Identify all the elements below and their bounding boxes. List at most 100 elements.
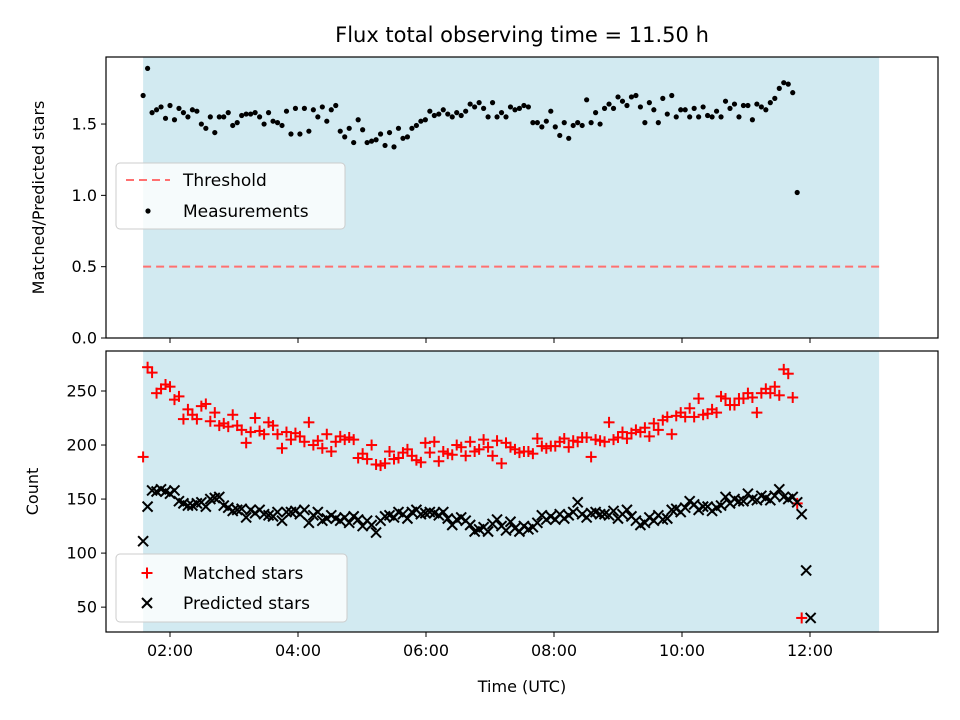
matched-star-point [316, 442, 328, 454]
count-y-tick-label: 50 [77, 598, 97, 617]
matched-star-point [711, 407, 723, 419]
predicted-star-points [137, 483, 817, 624]
count-x-tick-label: 08:00 [531, 641, 577, 660]
matched-star-point [482, 441, 494, 453]
measurement-point [575, 120, 581, 126]
measurement-point [431, 112, 437, 119]
matched-star-point [491, 435, 503, 447]
measurement-point [548, 108, 554, 114]
matched-star-point [280, 426, 292, 438]
matched-star-point [276, 442, 288, 454]
measurement-point [158, 104, 164, 110]
predicted-star-point [769, 490, 781, 502]
predicted-star-point [773, 483, 785, 496]
matched-star-point [433, 455, 445, 467]
measurement-point [525, 104, 532, 110]
matched-star-point [648, 417, 660, 429]
measurement-point [489, 100, 496, 106]
legend-measurements-label: Measurements [183, 202, 309, 222]
ratio-y-tick-label: 1.5 [72, 115, 97, 134]
matched-star-point [693, 393, 705, 405]
matched-star-point [585, 451, 597, 463]
matched-star-point [366, 439, 378, 451]
measurement-point [642, 120, 648, 126]
matched-star-point [603, 416, 615, 428]
measurement-point [445, 111, 451, 117]
measurement-point [261, 121, 267, 127]
measurement-point [180, 110, 187, 116]
measurement-point [274, 120, 281, 126]
measurement-point [333, 102, 339, 109]
matched-star-point [751, 407, 763, 419]
matched-star-point [616, 426, 628, 438]
measurement-point [212, 129, 218, 136]
matched-star-point [639, 422, 651, 434]
ratio-panel: 0.0 0.5 1.0 1.5 Matched/Predicted stars Thr… [29, 56, 939, 348]
measurement-point [588, 120, 594, 126]
predicted-star-point [800, 564, 812, 577]
measurement-point [153, 107, 160, 113]
measurement-points [140, 65, 800, 196]
matched-star-point [227, 409, 239, 421]
measurement-point [561, 120, 567, 126]
matched-star-point [164, 381, 176, 393]
predicted-star-point [697, 500, 709, 513]
measurement-point [651, 107, 657, 113]
matched-star-point [419, 437, 431, 449]
predicted-star-point [137, 535, 149, 547]
measurement-point [207, 114, 213, 120]
predicted-star-point [312, 506, 324, 518]
matched-star-point [464, 436, 476, 448]
measurement-point [745, 102, 751, 109]
matched-star-point [312, 435, 324, 447]
matched-star-point [200, 398, 212, 410]
predicted-star-point [737, 495, 750, 507]
matched-star-point [384, 446, 396, 458]
predicted-star-point [791, 496, 803, 509]
measurement-point [601, 105, 608, 111]
matched-star-point [796, 612, 808, 624]
measurement-point [373, 137, 379, 143]
measurement-point [633, 92, 639, 99]
measurement-point [539, 124, 545, 130]
measurement-point [248, 111, 254, 117]
matched-star-point [527, 448, 539, 460]
matched-star-point [684, 402, 696, 414]
measurement-point [763, 107, 769, 113]
measurement-point [481, 105, 487, 111]
measurement-point [687, 114, 693, 120]
measurement-point [593, 110, 599, 116]
measurement-point [189, 107, 195, 113]
predicted-star-point [365, 519, 378, 531]
ratio-y-ticks: 0.0 0.5 1.0 1.5 [72, 115, 106, 348]
measurement-point [377, 131, 384, 137]
matched-star-point [272, 428, 284, 440]
count-x-tick-label: 04:00 [275, 641, 321, 660]
measurement-point [297, 131, 303, 137]
measurement-point [382, 142, 388, 149]
count-y-axis-label: Count [23, 468, 42, 516]
matched-star-point [666, 428, 678, 440]
measurement-point [718, 114, 724, 120]
predicted-star-point [464, 519, 476, 531]
measurement-point [530, 120, 536, 126]
count-panel: 50 100 150 200 250 02:00 04:00 06:00 08:00 10:00… [23, 350, 939, 696]
measurement-point [678, 107, 684, 113]
ratio-y-axis-label: Matched/Predicted stars [29, 101, 48, 295]
predicted-star-point [500, 524, 512, 537]
matched-star-point [401, 443, 413, 455]
predicted-star-point [168, 484, 181, 497]
matched-star-point [581, 431, 593, 443]
count-x-tick-label: 06:00 [403, 641, 449, 660]
matched-star-point [428, 436, 440, 448]
measurement-point [225, 110, 231, 116]
matched-star-point [643, 430, 655, 442]
measurement-point [315, 114, 321, 120]
measurement-point [436, 111, 442, 117]
measurement-point [395, 125, 402, 131]
measurement-point [713, 108, 720, 114]
predicted-star-point [182, 499, 194, 512]
measurement-point [664, 111, 670, 117]
measurement-point [328, 107, 334, 113]
